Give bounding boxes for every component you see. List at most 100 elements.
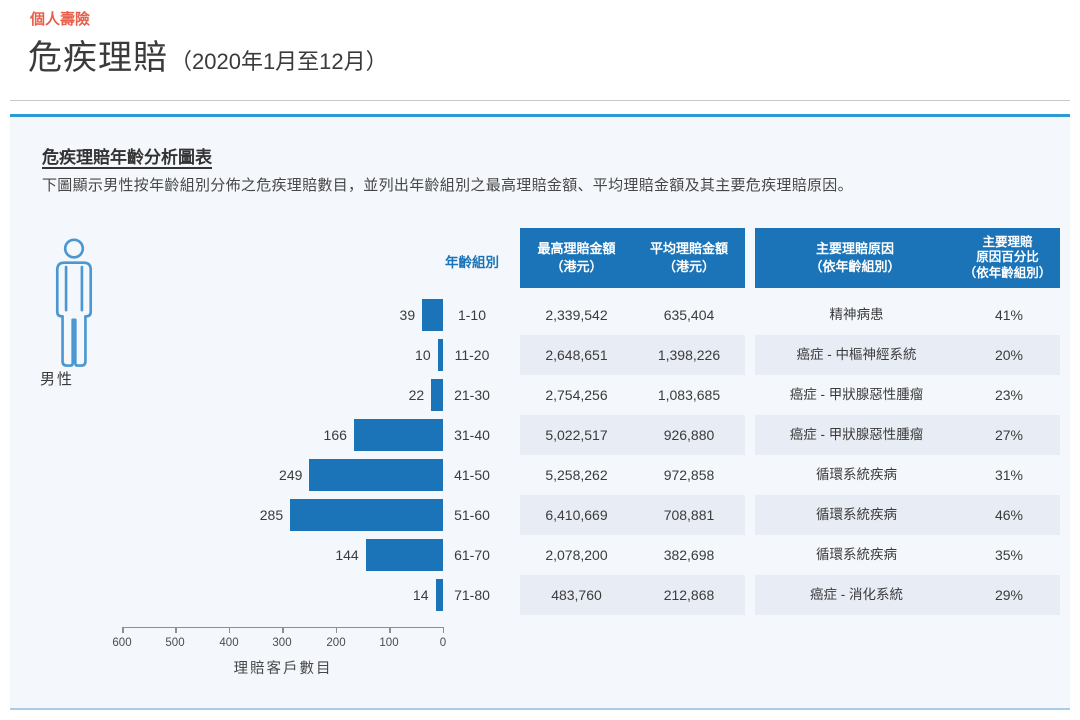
column-header-cause-percentage: 主要理賠 原因百分比 （依年齡組別） — [955, 228, 1060, 288]
page-title-text: 危疾理賠 — [28, 39, 168, 77]
axis-tick — [175, 628, 177, 633]
max-claim-value: 2,339,542 — [545, 307, 608, 323]
age-group-label: 31-40 — [454, 427, 490, 443]
avg-claim-value: 212,868 — [663, 587, 715, 603]
pct-header-line3: （依年齡組別） — [963, 265, 1052, 280]
bar-value-label: 285 — [259, 507, 284, 523]
cause-percentage-value: 46% — [994, 507, 1024, 523]
max-header-line2: （港元） — [550, 259, 603, 274]
chart-table-rows: 39 1-10 2,339,542 635,404 精神病患 41% 10 11… — [0, 295, 1080, 615]
avg-claim-value: 382,698 — [663, 547, 715, 563]
x-axis-tick-labels: 600 500 400 300 200 100 0 — [0, 637, 1080, 651]
main-cause-value: 循環系統疾病 — [816, 507, 897, 522]
bar — [422, 299, 443, 331]
table-row: 285 51-60 6,410,669 708,881 循環系統疾病 46% — [0, 495, 1080, 535]
row-stripe — [755, 575, 1060, 615]
male-person-icon — [44, 238, 108, 370]
pct-header-line2: 原因百分比 — [976, 250, 1039, 265]
table-row: 166 31-40 5,022,517 926,880 癌症 - 甲狀腺惡性腫瘤… — [0, 415, 1080, 455]
bar-value-label: 10 — [415, 347, 431, 363]
max-claim-value: 6,410,669 — [545, 507, 608, 523]
max-claim-value: 2,754,256 — [545, 387, 608, 403]
bar-value-label: 39 — [399, 307, 416, 323]
bar — [309, 459, 443, 491]
axis-tick — [282, 628, 284, 633]
cause-percentage-value: 41% — [994, 307, 1024, 323]
bar — [435, 579, 443, 611]
axis-tick — [228, 628, 231, 633]
axis-tick-label: 0 — [439, 637, 447, 649]
cause-percentage-value: 29% — [994, 587, 1024, 603]
bar-group: 39 — [400, 299, 443, 331]
age-group-label: 71-80 — [454, 587, 490, 603]
main-cause-value: 癌症 - 甲狀腺惡性腫瘤 — [789, 427, 924, 442]
bar-group: 14 — [413, 579, 443, 611]
main-cause-value: 精神病患 — [829, 307, 884, 322]
bar-value-label: 14 — [412, 587, 429, 603]
cause-percentage-value: 27% — [994, 427, 1024, 443]
bar-group: 144 — [335, 539, 443, 571]
main-cause-value: 循環系統疾病 — [816, 547, 897, 562]
age-group-label: 1-10 — [457, 307, 487, 323]
cause-percentage-value: 20% — [994, 347, 1024, 363]
main-cause-value: 癌症 - 甲狀腺惡性腫瘤 — [789, 387, 924, 402]
bar-group: 10 — [415, 339, 443, 371]
section-heading: 危疾理賠年齡分析圖表 — [42, 148, 212, 167]
row-stripe — [755, 415, 1060, 455]
axis-tick-label: 400 — [219, 637, 239, 649]
row-stripe — [520, 415, 745, 455]
max-header-line1: 最高理賠金額 — [537, 241, 616, 257]
cause-percentage-value: 31% — [994, 467, 1024, 483]
column-header-main-cause: 主要理賠原因 （依年齡組別） — [755, 228, 955, 288]
divider-gray — [10, 100, 1070, 101]
main-cause-value: 循環系統疾病 — [816, 467, 897, 482]
bar-value-label: 249 — [279, 467, 303, 483]
bar — [431, 379, 443, 411]
max-claim-value: 2,648,651 — [545, 347, 608, 363]
table-row: 144 61-70 2,078,200 382,698 循環系統疾病 35% — [0, 535, 1080, 575]
row-stripe — [755, 335, 1060, 375]
main-cause-value: 癌症 - 消化系統 — [810, 587, 903, 602]
age-group-label: 21-30 — [454, 387, 490, 403]
axis-tick — [122, 628, 124, 633]
axis-tick-label: 100 — [379, 637, 399, 649]
age-group-label: 51-60 — [454, 507, 490, 523]
age-group-label: 11-20 — [454, 347, 490, 363]
page-title-period: （2020年1月至12月） — [170, 49, 388, 74]
axis-tick — [389, 628, 391, 633]
table-row: 22 21-30 2,754,256 1,083,685 癌症 - 甲狀腺惡性腫… — [0, 375, 1080, 415]
column-header-causes: 主要理賠原因 （依年齡組別） 主要理賠 原因百分比 （依年齡組別） — [755, 228, 1060, 288]
avg-claim-value: 1,398,226 — [657, 347, 721, 363]
row-stripe — [520, 495, 745, 535]
bar-group: 22 — [409, 379, 443, 411]
avg-header-line1: 平均理賠金額 — [649, 241, 728, 257]
bar-value-label: 22 — [408, 387, 425, 403]
axis-tick-label: 500 — [165, 637, 185, 649]
row-stripe — [520, 575, 745, 615]
bar — [353, 419, 443, 451]
bar — [290, 499, 443, 531]
column-header-amounts: 最高理賠金額 （港元） 平均理賠金額 （港元） — [520, 228, 745, 288]
axis-tick-label: 200 — [326, 637, 346, 649]
avg-claim-value: 708,881 — [663, 507, 715, 523]
table-row: 39 1-10 2,339,542 635,404 精神病患 41% — [0, 295, 1080, 335]
divider-blue — [10, 114, 1070, 117]
main-cause-value: 癌症 - 中樞神經系統 — [796, 347, 917, 362]
max-claim-value: 5,022,517 — [545, 427, 608, 443]
column-header-max-claim: 最高理賠金額 （港元） — [520, 228, 633, 288]
x-axis-line — [122, 627, 444, 633]
table-row: 10 11-20 2,648,651 1,398,226 癌症 - 中樞神經系統… — [0, 335, 1080, 375]
age-group-label: 61-70 — [454, 547, 490, 563]
bar-group: 285 — [260, 499, 443, 531]
cause-header-line1: 主要理賠原因 — [815, 241, 894, 257]
max-claim-value: 483,760 — [551, 587, 602, 603]
bar-value-label: 166 — [323, 427, 347, 443]
row-stripe — [520, 335, 745, 375]
bar — [437, 339, 443, 371]
avg-claim-value: 1,083,685 — [657, 387, 721, 403]
table-row: 249 41-50 5,258,262 972,858 循環系統疾病 31% — [0, 455, 1080, 495]
bar-group: 249 — [279, 459, 443, 491]
bar-value-label: 144 — [335, 547, 359, 563]
cause-percentage-value: 23% — [994, 387, 1024, 403]
axis-tick — [335, 628, 338, 633]
